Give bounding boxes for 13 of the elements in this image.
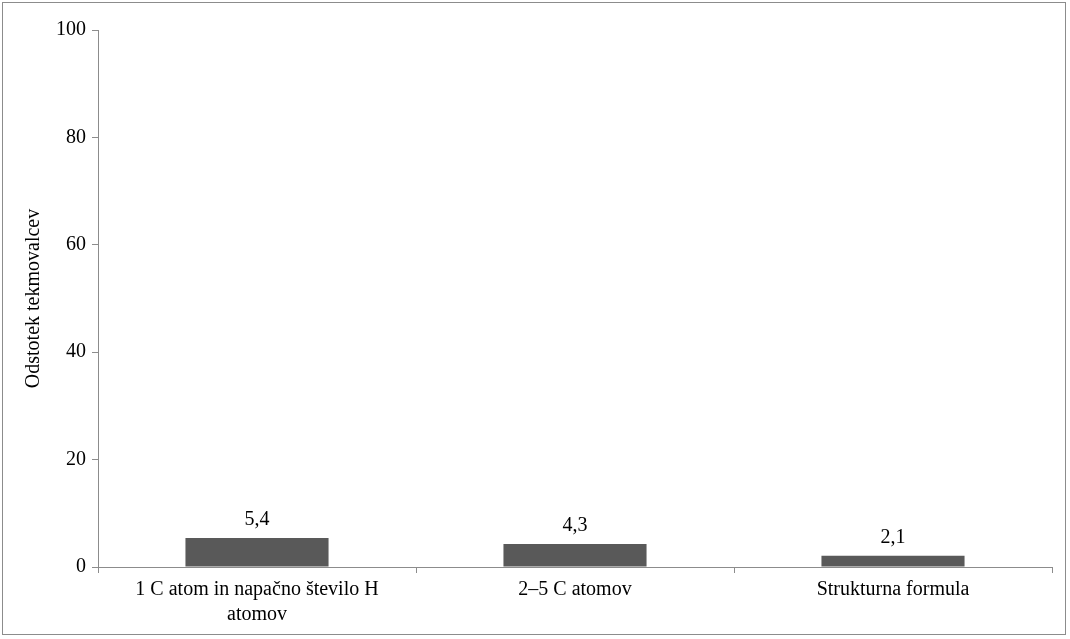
x-tick-label: 2–5 C atomov (518, 576, 632, 599)
y-tick-label: 100 (56, 17, 86, 40)
x-tick-label: Strukturna formula (816, 576, 970, 599)
y-tick-label: 20 (66, 446, 86, 469)
y-tick-label: 80 (66, 124, 86, 147)
y-tick-label: 40 (66, 339, 86, 362)
data-label: 2,1 (880, 524, 906, 547)
data-label: 5,4 (244, 507, 270, 530)
y-tick-label: 60 (66, 232, 86, 255)
x-tick-label: 1 C atom in napačno število H atomov (135, 576, 379, 624)
y-tick-label: 0 (76, 554, 86, 577)
data-label: 4,3 (562, 513, 588, 536)
y-axis-title: Odstotek tekmovalcev (21, 208, 44, 389)
